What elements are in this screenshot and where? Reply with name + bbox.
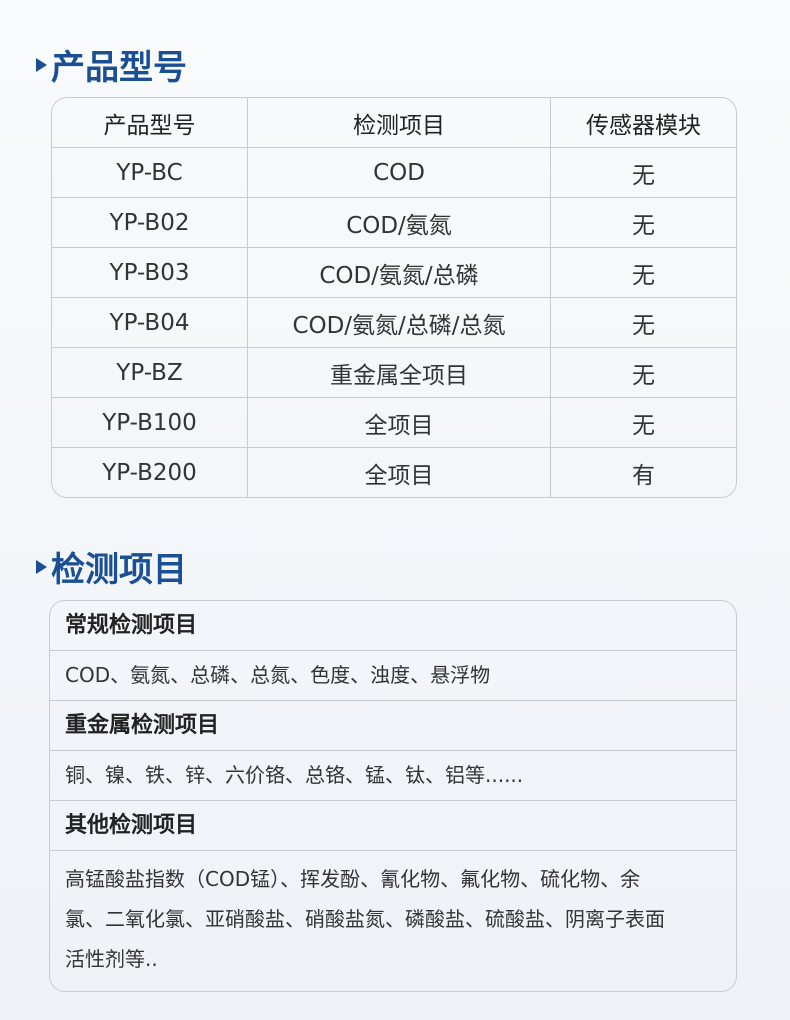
table-cell: YP-B04	[52, 298, 248, 348]
table-cell: YP-BZ	[52, 348, 248, 398]
group-title: 其他检测项目	[50, 801, 736, 851]
table-cell: 无	[551, 298, 736, 348]
table-cell: 有	[632, 462, 655, 489]
triangle-icon	[36, 57, 47, 72]
group-items: COD、氨氮、总磷、总氮、色度、浊度、悬浮物	[50, 651, 736, 701]
title-text: 产品型号	[51, 48, 187, 88]
table-cell: YP-B100	[52, 398, 248, 448]
table-cell: 全项目	[248, 398, 551, 448]
table-cell: 无	[551, 198, 736, 248]
table-header: 产品型号 检测项目 传感器模块	[52, 98, 736, 148]
group-items: 铜、镍、铁、锌、六价铬、总铬、锰、钛、铝等......	[50, 751, 736, 801]
table-row: YP-BC COD 无	[52, 148, 736, 198]
table-cell: 无	[551, 148, 736, 198]
header-cell: 检测项目	[248, 98, 551, 148]
table-cell: 全项目	[248, 448, 551, 497]
table-row: YP-B100 全项目无	[52, 398, 736, 448]
header-cell: 产品型号	[52, 98, 248, 148]
model-table: 产品型号 检测项目 传感器模块 YP-BC COD 无 YP-B02 COD/氨氮无 YP…	[51, 97, 737, 498]
header-cell: 传感器模块	[551, 98, 736, 148]
title-text: 检测项目	[51, 550, 187, 590]
triangle-icon	[36, 559, 47, 574]
table-row: YP-B200 全项目 有	[52, 448, 736, 497]
section-title-items: 检测项目	[36, 542, 187, 591]
group-title: 常规检测项目	[50, 601, 736, 651]
table-cell: COD/氨氮	[248, 198, 551, 248]
table-cell: YP-B02	[52, 198, 248, 248]
table-cell: COD	[248, 148, 551, 198]
section-title-models: 产品型号	[36, 40, 187, 89]
table-cell: YP-B03	[52, 248, 248, 298]
table-cell: COD/氨氮/总磷	[248, 248, 551, 298]
table-cell: COD/氨氮/总磷/总氮	[248, 298, 551, 348]
table-cell: 重金属全项目	[248, 348, 551, 398]
table-cell: YP-BC	[52, 148, 248, 198]
table-row: YP-B03 COD/氨氮/总磷无	[52, 248, 736, 298]
table-cell: YP-B200	[52, 448, 248, 497]
table-row: YP-B02 COD/氨氮无	[52, 198, 736, 248]
table-cell: 无	[551, 398, 736, 448]
detection-items-box: 常规检测项目 COD、氨氮、总磷、总氮、色度、浊度、悬浮物 重金属检测项目 铜、…	[49, 600, 737, 992]
group-title: 重金属检测项目	[50, 701, 736, 751]
table-row: YP-B04 COD/氨氮/总磷/总氮无	[52, 298, 736, 348]
group-items: 高锰酸盐指数（COD锰）、挥发酚、氰化物、氟化物、硫化物、余氯、二氧化氯、亚硝酸…	[65, 867, 665, 971]
table-row: YP-BZ 重金属全项目无	[52, 348, 736, 398]
table-cell: 无	[551, 248, 736, 298]
table-cell: 无	[551, 348, 736, 398]
